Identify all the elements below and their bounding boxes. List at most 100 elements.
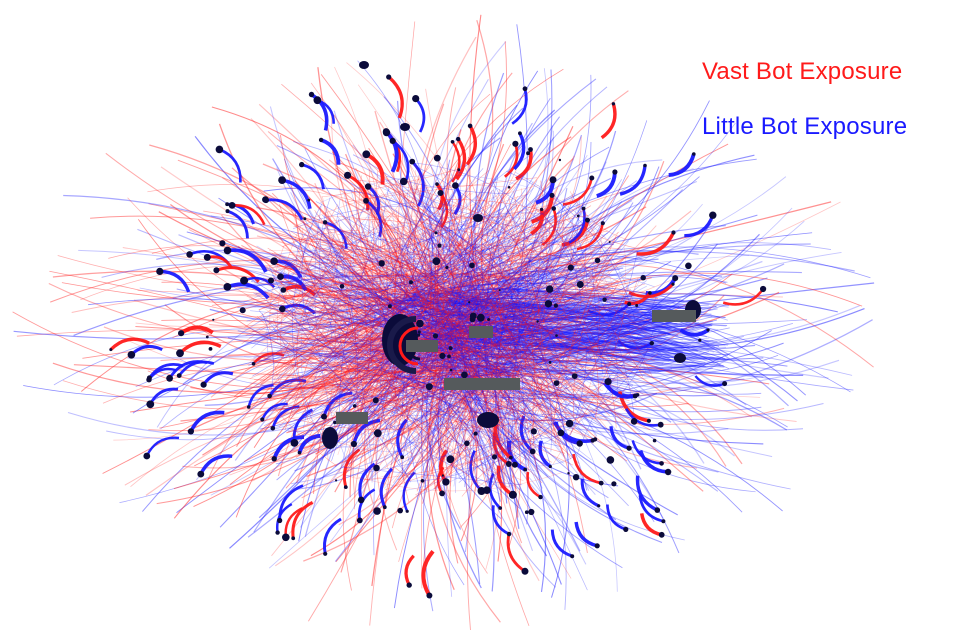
edge (497, 122, 533, 319)
edge (505, 276, 564, 284)
edge (252, 352, 285, 365)
edge (530, 195, 554, 224)
edge (362, 236, 553, 436)
edge (344, 415, 574, 477)
edge (500, 289, 590, 339)
edge (431, 315, 630, 379)
node (706, 328, 710, 332)
edge (321, 294, 629, 394)
edge (412, 254, 727, 295)
node (570, 554, 575, 559)
edge (537, 187, 568, 420)
node (322, 220, 328, 225)
edge (354, 376, 524, 412)
node (228, 202, 236, 209)
edge (555, 323, 565, 387)
edge (13, 287, 518, 340)
edge (406, 165, 449, 473)
edge (276, 145, 514, 307)
edge (405, 390, 472, 473)
edge (488, 369, 788, 431)
edge (454, 254, 561, 430)
edge (207, 312, 420, 480)
edge (445, 222, 463, 301)
edge (272, 435, 305, 460)
edge (297, 433, 321, 454)
edge (468, 243, 480, 495)
edge (333, 114, 418, 337)
edge (365, 252, 570, 417)
edge (465, 90, 629, 353)
edge (617, 339, 653, 350)
node (606, 456, 615, 464)
edge (493, 258, 501, 354)
edge (274, 196, 454, 267)
edge (570, 271, 646, 373)
edge (564, 293, 603, 303)
node (658, 531, 665, 538)
edge (401, 293, 689, 311)
node (426, 592, 433, 599)
edge (521, 239, 554, 335)
node (602, 297, 607, 302)
edge (417, 312, 421, 318)
edge (504, 136, 582, 287)
node (280, 287, 287, 293)
edge (514, 336, 743, 465)
edge (495, 197, 550, 420)
edge (463, 274, 747, 406)
edge (284, 235, 346, 431)
edge (227, 248, 268, 273)
edge (370, 177, 451, 406)
edge (415, 247, 507, 461)
edge (436, 129, 462, 312)
edge (444, 360, 743, 513)
edge (313, 257, 630, 284)
edge (500, 257, 614, 327)
edge (338, 218, 343, 241)
edge (418, 333, 664, 519)
edge (410, 295, 642, 319)
edge (244, 305, 465, 372)
edge (344, 303, 391, 365)
node (405, 509, 409, 513)
legend-vast-bot-exposure: Vast Bot Exposure (702, 58, 903, 85)
edge (71, 294, 494, 353)
edge (172, 283, 489, 344)
edge (361, 284, 452, 313)
edge (529, 196, 580, 337)
edge (597, 321, 654, 353)
edge (336, 353, 552, 426)
edge (442, 306, 470, 350)
edge (385, 299, 566, 430)
edge (468, 246, 547, 462)
edge (339, 471, 387, 480)
edge (351, 283, 443, 295)
node (291, 536, 296, 541)
edge (277, 361, 307, 379)
edge (422, 316, 664, 341)
edge (360, 197, 452, 338)
edge (328, 264, 407, 278)
edge (476, 195, 519, 251)
edge (503, 298, 609, 374)
edge (349, 343, 394, 368)
edge (434, 298, 483, 420)
node (409, 158, 416, 165)
edge (277, 330, 451, 443)
edge (292, 178, 400, 350)
edge (600, 103, 617, 140)
edge (403, 169, 490, 310)
edge (334, 251, 647, 333)
edge (368, 147, 458, 359)
edge (331, 257, 643, 348)
edge (483, 394, 515, 412)
edge (486, 224, 519, 330)
node (505, 461, 512, 467)
edge (498, 337, 582, 368)
edge (458, 311, 534, 380)
edge (291, 501, 314, 539)
edge (460, 329, 510, 449)
edge (439, 325, 671, 333)
edge (450, 321, 678, 363)
